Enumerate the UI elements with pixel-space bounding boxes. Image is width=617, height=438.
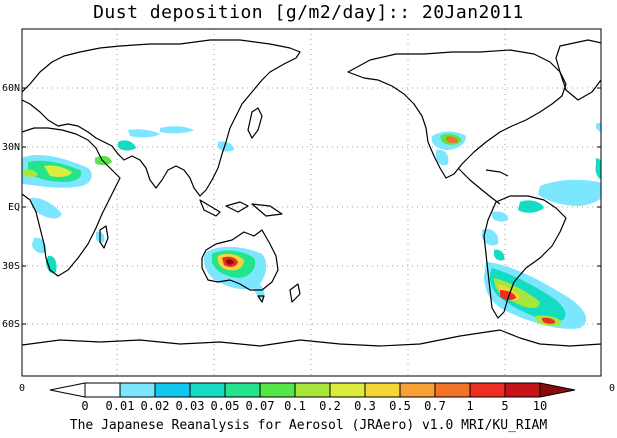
colorbar: 0 0.01 0.02 0.03 0.05 0.07 0.1 0.2 0.3 0.5 0.7 1 5 10 xyxy=(49,382,576,413)
colorbar-tick-label: 0.7 xyxy=(424,399,446,413)
colorbar-tick-label: 0.1 xyxy=(284,399,306,413)
colorbar-bin xyxy=(189,382,226,398)
colorbar-tick-label: 0 xyxy=(81,399,88,413)
lat-label-60s: 60S xyxy=(2,319,20,330)
colorbar-bin xyxy=(224,382,261,398)
lat-label-60n: 60N xyxy=(2,83,20,94)
colorbar-bin xyxy=(364,382,401,398)
colorbar-tick-label: 5 xyxy=(501,399,508,413)
map-plot-area xyxy=(22,29,601,376)
colorbar-tick-label: 0.07 xyxy=(246,399,275,413)
colorbar-tick-label: 0.01 xyxy=(106,399,135,413)
colorbar-tick-label: 0.2 xyxy=(319,399,341,413)
colorbar-bin xyxy=(84,382,121,398)
lat-label-30n: 30N xyxy=(2,142,20,153)
credit-line: The Japanese Reanalysis for Aerosol (JRA… xyxy=(69,418,548,433)
map-frame xyxy=(21,28,602,377)
lon-label-left: 0 xyxy=(19,383,25,394)
coastlines xyxy=(22,39,601,347)
colorbar-bin xyxy=(259,382,296,398)
colorbar-tick-label: 0.5 xyxy=(389,399,411,413)
graticule xyxy=(22,29,601,376)
colorbar-tick-label: 1 xyxy=(466,399,473,413)
dust-deposition-shading xyxy=(22,122,601,329)
colorbar-tick-label: 0.3 xyxy=(354,399,376,413)
colorbar-tick-label: 0.03 xyxy=(176,399,205,413)
colorbar-bin xyxy=(399,382,436,398)
colorbar-arrow-high xyxy=(539,382,576,398)
colorbar-arrow-low xyxy=(49,382,86,398)
colorbar-bin xyxy=(469,382,506,398)
colorbar-tick-label: 10 xyxy=(533,399,547,413)
colorbar-tick-label: 0.02 xyxy=(141,399,170,413)
colorbar-bin xyxy=(119,382,156,398)
colorbar-tick-label: 0.05 xyxy=(211,399,240,413)
colorbar-bin xyxy=(434,382,471,398)
lat-label-eq: EQ xyxy=(8,202,20,213)
map-title: Dust deposition [g/m2/day]:: 20Jan2011 xyxy=(93,2,524,23)
lat-ticks xyxy=(22,87,601,325)
colorbar-bin xyxy=(329,382,366,398)
colorbar-bin xyxy=(154,382,191,398)
colorbar-bin xyxy=(504,382,541,398)
colorbar-bin xyxy=(294,382,331,398)
lon-label-right: 0 xyxy=(609,383,615,394)
lat-label-30s: 30S xyxy=(2,261,20,272)
lat-labels: 60N 30N EQ 30S 60S xyxy=(2,83,20,330)
